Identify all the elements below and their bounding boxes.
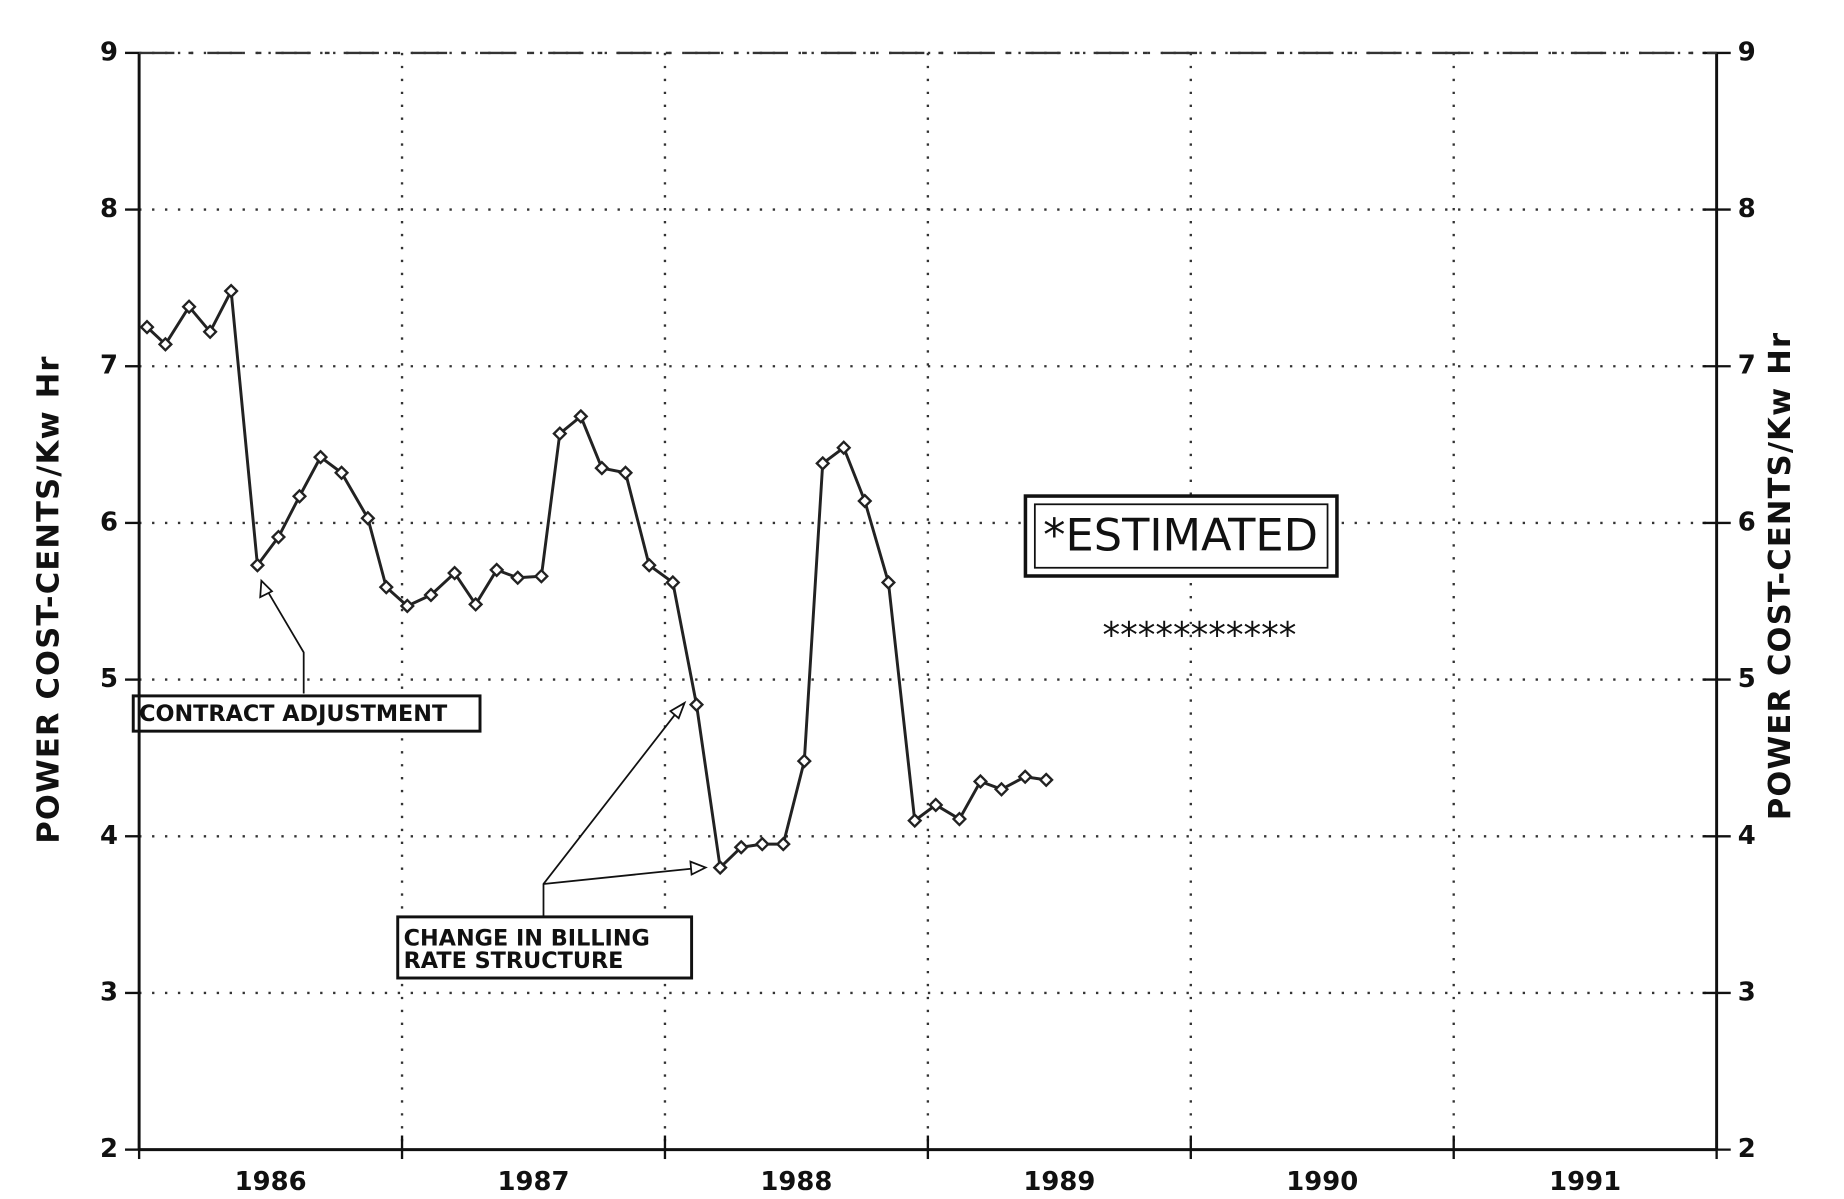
y2-tick-label: 8 — [1738, 194, 1756, 224]
annotation-arrow — [542, 704, 683, 917]
y2-axis-title: POWER COST-CENTS/Kw Hr — [1763, 332, 1798, 820]
data-point — [972, 773, 989, 789]
data-point — [928, 797, 944, 813]
annotation: CHANGE IN BILLING — [404, 926, 650, 952]
y2-tick-label: 9 — [1738, 37, 1756, 67]
data-point — [1038, 772, 1054, 788]
annotation: *ESTIMATED — [1043, 509, 1318, 561]
data-point — [1017, 769, 1033, 785]
data-point — [334, 465, 350, 481]
annotation-arrow — [260, 580, 305, 694]
data-point — [489, 562, 505, 578]
data-point — [857, 493, 873, 509]
y-tick-label: 5 — [100, 664, 118, 694]
annotation: RATE STRUCTURE — [404, 948, 624, 974]
data-point — [223, 283, 239, 299]
annotation-box — [1033, 503, 1329, 569]
data-point — [423, 587, 439, 603]
y-tick-label: 6 — [100, 507, 118, 537]
arrow-head — [689, 860, 708, 876]
y-tick-label: 4 — [100, 821, 118, 851]
data-point — [139, 319, 155, 335]
data-point — [880, 574, 896, 591]
data-point — [993, 781, 1010, 797]
data-point — [360, 510, 376, 526]
x-tick-label: 1988 — [760, 1167, 832, 1197]
x-tick-label: 1986 — [235, 1167, 307, 1197]
data-point — [617, 465, 634, 481]
data-point — [775, 836, 791, 852]
data-point — [688, 697, 705, 713]
data-point — [291, 488, 308, 504]
y-axis-title: POWER COST-CENTS/Kw Hr — [31, 355, 66, 843]
data-point — [733, 839, 749, 855]
data-point — [202, 324, 218, 340]
y-tick-label: 2 — [100, 1134, 118, 1164]
data-point — [552, 426, 568, 442]
x-tick-label: 1990 — [1286, 1167, 1358, 1197]
data-point — [951, 811, 967, 827]
data-point — [378, 579, 394, 595]
arrow-head — [668, 700, 687, 720]
data-point — [181, 299, 197, 315]
annotation: *********** — [1102, 615, 1296, 656]
data-point — [815, 455, 831, 471]
data-line — [146, 285, 1047, 871]
annotation-arrow — [543, 866, 704, 885]
data-point — [157, 336, 173, 352]
data-point — [641, 557, 657, 573]
data-point — [573, 408, 589, 424]
x-tick-label: 1987 — [498, 1167, 570, 1197]
data-point — [665, 574, 681, 591]
y2-tick-label: 7 — [1738, 351, 1756, 381]
annotation-box — [131, 694, 482, 733]
annotation-box — [1023, 494, 1339, 578]
data-point — [249, 557, 265, 573]
data-point — [796, 753, 812, 769]
y-tick-label: 7 — [100, 351, 118, 381]
arrow-head — [259, 578, 274, 599]
x-tick-label: 1991 — [1549, 1167, 1621, 1197]
y-tick-label: 9 — [100, 37, 118, 67]
data-point — [270, 529, 287, 545]
y-tick-label: 3 — [100, 977, 118, 1007]
data-point — [907, 813, 923, 829]
y-tick-label: 8 — [100, 194, 118, 224]
y2-tick-label: 3 — [1738, 977, 1756, 1007]
x-tick-label: 1989 — [1023, 1167, 1095, 1197]
data-point — [510, 570, 526, 586]
y2-tick-label: 4 — [1738, 821, 1756, 851]
data-point — [468, 596, 484, 612]
annotation: CONTRACT ADJUSTMENT — [139, 701, 448, 727]
data-point — [594, 460, 610, 476]
data-point — [836, 440, 852, 456]
data-point — [399, 598, 415, 614]
data-point — [312, 449, 329, 465]
annotation-box — [396, 915, 694, 980]
y2-tick-label: 5 — [1738, 664, 1756, 694]
y2-tick-label: 6 — [1738, 507, 1756, 537]
data-point — [712, 860, 728, 876]
data-point — [754, 836, 770, 852]
data-point — [533, 568, 549, 584]
data-point — [447, 565, 463, 581]
y2-tick-label: 2 — [1738, 1134, 1756, 1164]
